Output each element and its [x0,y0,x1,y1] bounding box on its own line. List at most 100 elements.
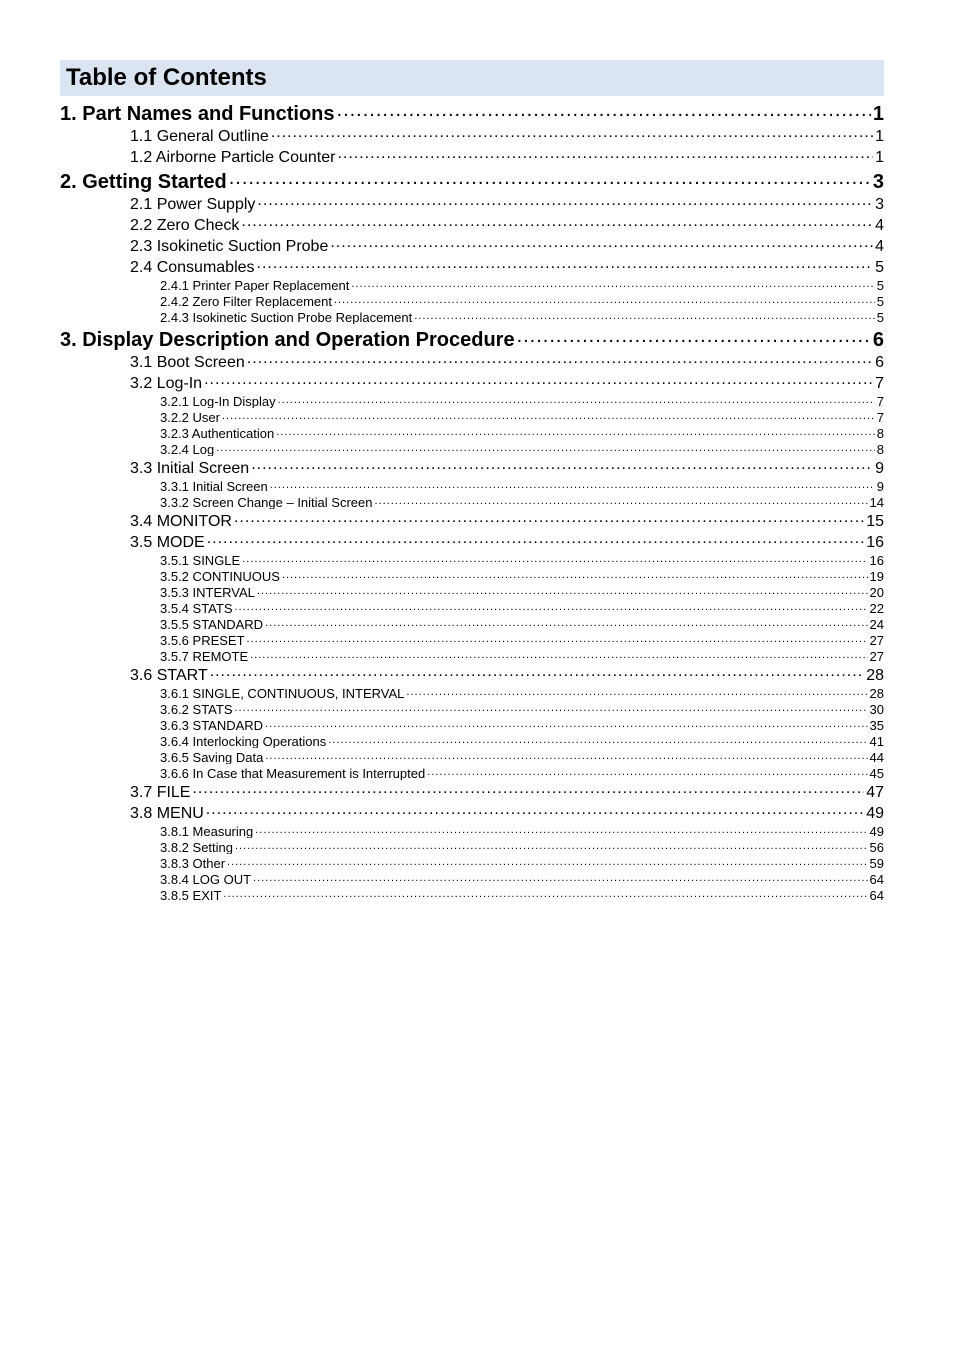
toc-entry-page: 16 [866,535,884,551]
toc-entry: 1.1 General Outline1 [130,125,884,145]
toc-entry-page: 59 [870,857,884,870]
toc-entry-label: 2.4.2 Zero Filter Replacement [160,295,332,308]
toc-entry-page: 22 [870,602,884,615]
toc-entry: 3. Display Description and Operation Pro… [60,326,884,350]
toc-entry: 2. Getting Started3 [60,168,884,192]
toc-entry-page: 27 [870,634,884,647]
toc-leader-dots [222,409,875,422]
toc-entry-label: 3.5.1 SINGLE [160,554,240,567]
toc-entry-page: 9 [875,461,884,477]
toc-entry-page: 24 [870,618,884,631]
toc-entry-page: 49 [866,806,884,822]
toc-entry-label: 3.3.1 Initial Screen [160,480,268,493]
toc-entry-label: 3.2.1 Log-In Display [160,395,276,408]
toc-entry: 3.8.3 Other 59 [160,855,884,870]
toc-leader-dots [250,648,867,661]
toc-entry-label: 3.6.6 In Case that Measurement is Interr… [160,767,425,780]
toc-entry-label: 2.3 Isokinetic Suction Probe [130,239,328,255]
toc-entry-label: 3.8.4 LOG OUT [160,873,251,886]
toc-entry: 3.2.1 Log-In Display 7 [160,393,884,408]
toc-entry-label: 3.5 MODE [130,535,205,551]
toc-entry: 3.7 FILE47 [130,781,884,801]
toc-entry-page: 3 [875,197,884,213]
toc-entry: 2.4.1 Printer Paper Replacement 5 [160,277,884,292]
toc-entry-label: 3.5.7 REMOTE [160,650,248,663]
toc-leader-dots [270,478,875,491]
toc-entry-label: 3.6.1 SINGLE, CONTINUOUS, INTERVAL [160,687,404,700]
toc-entry: 3.6 START28 [130,664,884,684]
toc-leader-dots [334,293,875,306]
toc-entry: 2.4.2 Zero Filter Replacement5 [160,293,884,308]
toc-entry: 3.6.4 Interlocking Operations41 [160,733,884,748]
toc-leader-dots [278,393,875,406]
toc-entry-page: 1 [875,150,884,166]
toc-entry-page: 5 [875,260,884,276]
toc-entry-label: 1.1 General Outline [130,129,269,145]
toc-entry-page: 41 [870,735,884,748]
toc-entry-label: 3.4 MONITOR [130,514,232,530]
toc-entry-label: 3.1 Boot Screen [130,355,245,371]
toc-entry-page: 7 [875,376,884,392]
toc-entry: 3.3.1 Initial Screen 9 [160,478,884,493]
toc-entry-page: 45 [870,767,884,780]
toc-entry-page: 4 [875,239,884,255]
toc-leader-dots [276,425,875,438]
toc-leader-dots [271,125,873,141]
toc-entry-page: 49 [870,825,884,838]
toc-entry-page: 15 [866,514,884,530]
toc-entry-page: 7 [877,411,884,424]
toc-entry-page: 35 [870,719,884,732]
toc-entry-label: 3.5.5 STANDARD [160,618,263,631]
toc-entry-page: 8 [877,427,884,440]
toc-entry: 3.8.1 Measuring49 [160,823,884,838]
toc-entry-page: 5 [877,311,884,324]
toc-entry-label: 3.8.2 Setting [160,841,233,854]
toc-entry-page: 28 [870,687,884,700]
toc-entry-label: 3.2.3 Authentication [160,427,274,440]
toc-entry-label: 3.5.2 CONTINUOUS [160,570,280,583]
toc-entry: 3.2.4 Log8 [160,441,884,456]
toc-entry-label: 3.8.3 Other [160,857,225,870]
toc-entry: 3.8 MENU49 [130,802,884,822]
toc-entry: 3.5.1 SINGLE16 [160,552,884,567]
toc-entry: 3.5.7 REMOTE 27 [160,648,884,663]
toc-entry: 1. Part Names and Functions1 [60,100,884,124]
toc-entry-page: 4 [875,218,884,234]
toc-entry-label: 3.6.2 STATS [160,703,233,716]
toc-entry: 3.6.5 Saving Data44 [160,749,884,764]
toc-leader-dots [206,802,864,818]
toc-entry-label: 2.1 Power Supply [130,197,255,213]
toc-entry: 3.8.5 EXIT64 [160,887,884,902]
toc-leader-dots [229,168,871,188]
toc-entry: 3.1 Boot Screen6 [130,351,884,371]
toc-leader-dots [265,717,867,730]
toc-entry-label: 2.4.3 Isokinetic Suction Probe Replaceme… [160,311,412,324]
toc-entry-page: 14 [870,496,884,509]
toc-leader-dots [216,441,875,454]
toc-entry-page: 28 [866,668,884,684]
toc-entry: 3.6.1 SINGLE, CONTINUOUS, INTERVAL 28 [160,685,884,700]
toc-entry-label: 1. Part Names and Functions [60,104,335,124]
toc-entry: 3.5.3 INTERVAL20 [160,584,884,599]
toc-entry-page: 19 [870,570,884,583]
toc-entry: 2.4.3 Isokinetic Suction Probe Replaceme… [160,309,884,324]
toc-entry-page: 9 [877,480,884,493]
toc-entry-page: 44 [870,751,884,764]
toc-entry-page: 5 [877,279,884,292]
toc-leader-dots [207,531,865,547]
toc-entry: 3.5.6 PRESET27 [160,632,884,647]
toc-entry-page: 27 [870,650,884,663]
toc-entry-page: 30 [870,703,884,716]
toc-entry-label: 3.2.2 User [160,411,220,424]
toc-entry-label: 2.4.1 Printer Paper Replacement [160,279,349,292]
toc-entry-page: 7 [877,395,884,408]
toc-entry: 3.6.6 In Case that Measurement is Interr… [160,765,884,780]
toc-entry-page: 64 [870,889,884,902]
toc-leader-dots [255,823,867,836]
toc-leader-dots [235,839,868,852]
toc-leader-dots [427,765,867,778]
toc-entry: 3.2.2 User 7 [160,409,884,424]
toc-entry-page: 56 [870,841,884,854]
toc-entry-page: 8 [877,443,884,456]
toc-entry: 1.2 Airborne Particle Counter1 [130,146,884,166]
